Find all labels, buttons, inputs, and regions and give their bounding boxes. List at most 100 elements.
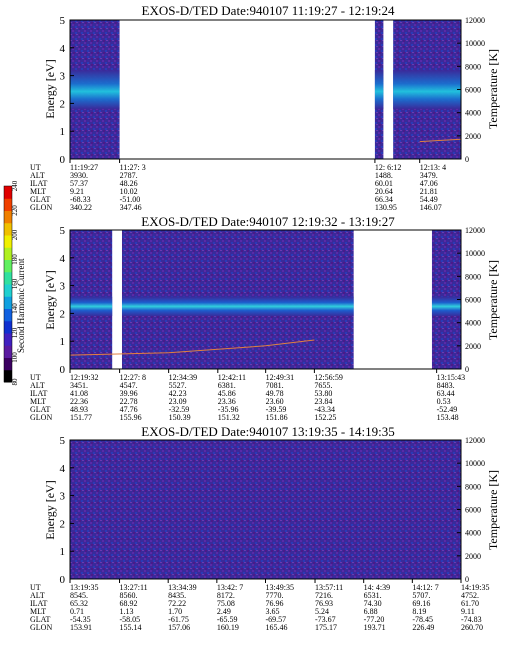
y-tick-label: 5 — [60, 15, 66, 27]
orbit-cell: 12: 6:12 — [375, 163, 401, 172]
y2-tick-label: 4000 — [465, 109, 481, 118]
orbit-cell: 13:34:39 — [168, 583, 196, 592]
colorbar-tick-label: 160 — [11, 278, 19, 289]
colorbar-frame — [3, 185, 13, 383]
orbit-cell: 45.86 — [218, 389, 236, 398]
y2-tick-label: 8000 — [465, 272, 481, 281]
orbit-cell: 42.23 — [169, 389, 187, 398]
panel-1-axes: 0 1 2 3 4 5 0 2000 4000 6000 8000 10000 12000 — [60, 15, 486, 166]
orbit-cell: 160.19 — [217, 623, 239, 632]
orbit-cell: 75.08 — [217, 599, 235, 608]
orbit-cell: 155.14 — [120, 623, 142, 632]
panel-3: EXOS-D/TED Date:940107 13:19:35 - 14:19:… — [30, 424, 500, 632]
orbit-cell: -52.49 — [437, 405, 458, 414]
orbit-cell: 130.95 — [375, 203, 397, 212]
panel-1-y2label: Temperature [K] — [486, 49, 500, 129]
orbit-row-label: GLON — [30, 413, 52, 422]
orbit-cell: 146.07 — [420, 203, 442, 212]
colorbar-title: Second Harmonic Current — [16, 258, 26, 353]
orbit-cell: 1.13 — [120, 607, 134, 616]
temperature-trace — [69, 339, 315, 356]
orbit-cell: 8483. — [437, 381, 455, 390]
energy-band — [393, 70, 461, 109]
panel-1-spectrogram — [70, 20, 462, 159]
y-tick-label: 2 — [60, 308, 66, 320]
orbit-cell: 151.86 — [266, 413, 288, 422]
orbit-row-label: ILAT — [30, 389, 47, 398]
orbit-cell: 153.91 — [70, 623, 92, 632]
orbit-cell: -54.35 — [70, 615, 91, 624]
y2-tick-label: 6000 — [465, 86, 481, 95]
orbit-cell: 65.32 — [70, 599, 88, 608]
orbit-cell: 151.32 — [218, 413, 240, 422]
colorbar-cell — [4, 198, 12, 211]
energy-band — [374, 70, 384, 109]
y-tick-label: 5 — [60, 435, 66, 447]
orbit-row-label: GLAT — [30, 615, 51, 624]
energy-band — [70, 296, 113, 317]
y2-tick-label: 12000 — [465, 436, 485, 445]
orbit-cell: 0.71 — [70, 607, 84, 616]
orbit-row-label: GLAT — [30, 405, 51, 414]
colorbar-cell — [4, 296, 12, 309]
colorbar-cell — [4, 210, 12, 224]
orbit-cell: -58.05 — [120, 615, 141, 624]
orbit-cell: 12:42:11 — [218, 373, 246, 382]
colorbar-cell — [4, 271, 12, 285]
panel-3-title: EXOS-D/TED Date:940107 13:19:35 - 14:19:… — [141, 424, 394, 439]
orbit-cell: 23.60 — [266, 397, 284, 406]
orbit-row-label: GLON — [30, 203, 52, 212]
y-tick-label: 3 — [60, 491, 66, 503]
y2-tick-label: 0 — [465, 365, 469, 374]
orbit-cell: 2787. — [120, 171, 138, 180]
colorbar-cell — [4, 357, 12, 371]
y-tick-label: 0 — [60, 364, 66, 376]
colorbar: 80 100 120 140 160 180 200 220 240 Second Harmon… — [3, 180, 26, 386]
orbit-cell: 5.24 — [315, 607, 329, 616]
colorbar-cell — [4, 284, 12, 297]
orbit-cell: 47.76 — [120, 405, 138, 414]
orbit-cell: 165.46 — [266, 623, 288, 632]
colorbar-tick-label: 220 — [11, 205, 19, 216]
orbit-cell: 226.49 — [412, 623, 434, 632]
colorbar-cell — [4, 308, 12, 322]
orbit-row-label: ILAT — [30, 179, 47, 188]
colorbar-tick-label: 180 — [11, 254, 19, 265]
colorbar-tick-label: 140 — [11, 303, 19, 314]
orbit-row-label: UT — [30, 583, 41, 592]
orbit-cell: -69.57 — [266, 615, 287, 624]
orbit-cell: 48.93 — [70, 405, 88, 414]
orbit-cell: 155.96 — [120, 413, 142, 422]
colorbar-tick-label: 240 — [11, 180, 19, 191]
colorbar-cell — [4, 320, 12, 334]
y-tick-label: 0 — [60, 154, 66, 166]
panel-2-title: EXOS-D/TED Date:940107 12:19:32 - 13:19:… — [141, 214, 395, 229]
orbit-cell: 22.78 — [120, 397, 138, 406]
orbit-cell: -51.00 — [120, 195, 141, 204]
panel-3-ylabel: Energy [eV] — [43, 480, 57, 539]
orbit-cell: -35.96 — [218, 405, 239, 414]
orbit-cell: 8.19 — [412, 607, 426, 616]
orbit-cell: 74.30 — [364, 599, 382, 608]
orbit-cell: 12:27: 8 — [120, 373, 146, 382]
orbit-cell: 8172. — [217, 591, 235, 600]
panel-3-y2label: Temperature [K] — [486, 470, 500, 550]
orbit-cell: 41.08 — [70, 389, 88, 398]
y-tick-label: 1 — [60, 126, 66, 138]
orbit-cell: 13:57:11 — [315, 583, 343, 592]
colorbar-cell — [4, 345, 12, 358]
y2-tick-label: 10000 — [465, 249, 485, 258]
y2-tick-label: 8000 — [465, 62, 481, 71]
panel-1-title: EXOS-D/TED Date:940107 11:19:27 - 12:19:… — [142, 3, 395, 18]
panel-2-y2label: Temperature [K] — [486, 260, 500, 340]
orbit-cell: 9.11 — [461, 607, 475, 616]
y2-tick-label: 4000 — [465, 319, 481, 328]
y-tick-label: 3 — [60, 71, 66, 83]
colorbar-cell — [4, 333, 12, 346]
orbit-cell: 11:27: 3 — [120, 163, 146, 172]
orbit-cell: 60.01 — [375, 179, 393, 188]
panel-3-axes: 0 1 2 3 4 5 0 2000 4000 6000 8000 10000 12000 — [60, 435, 486, 586]
orbit-cell: 9.21 — [70, 187, 84, 196]
orbit-cell: 8545. — [70, 591, 88, 600]
